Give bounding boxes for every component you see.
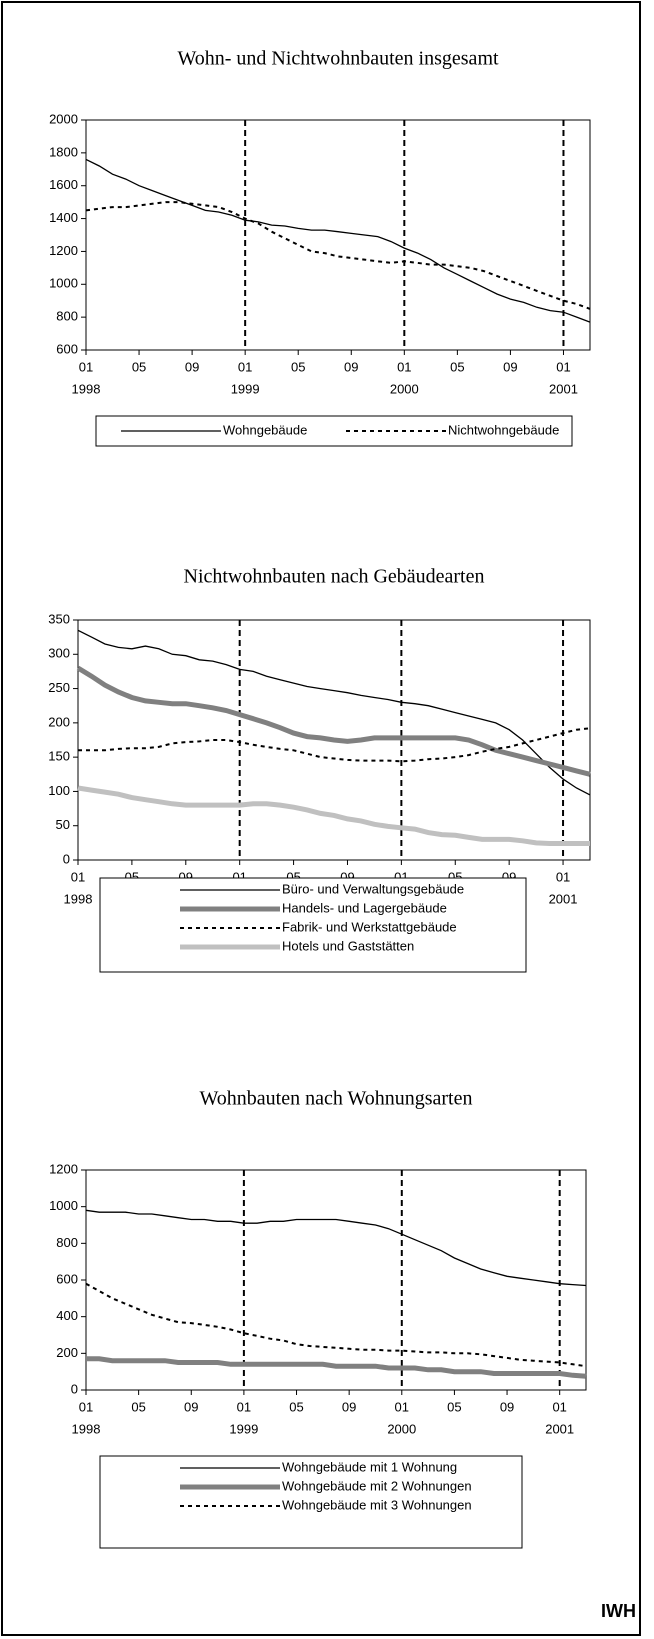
y-tick-label: 100 xyxy=(48,783,70,798)
year-label: 2000 xyxy=(390,381,419,396)
x-tick-label: 09 xyxy=(342,1399,356,1414)
legend-label: Wohngebäude mit 3 Wohnungen xyxy=(282,1497,472,1512)
y-tick-label: 1000 xyxy=(49,1198,78,1213)
y-tick-label: 1000 xyxy=(49,276,78,291)
x-tick-label: 01 xyxy=(552,1399,566,1414)
data-line xyxy=(78,727,591,763)
plot-frame xyxy=(85,1169,587,1391)
year-label: 1998 xyxy=(64,891,93,906)
x-tick-label: 01 xyxy=(71,869,85,884)
y-tick-label: 250 xyxy=(48,680,70,695)
data-line xyxy=(76,665,591,777)
data-line xyxy=(85,1209,587,1287)
year-label: 1998 xyxy=(72,381,101,396)
x-tick-label: 01 xyxy=(397,359,411,374)
x-tick-label: 09 xyxy=(185,359,199,374)
year-label: 2001 xyxy=(549,381,578,396)
y-tick-label: 800 xyxy=(56,1235,78,1250)
legend-label: Büro- und Verwaltungsgebäude xyxy=(282,881,464,896)
y-tick-label: 600 xyxy=(56,341,78,356)
y-tick-label: 1800 xyxy=(49,144,78,159)
legend-label: Nichtwohngebäude xyxy=(448,422,559,437)
plot-frame xyxy=(85,119,591,351)
legend-label: Wohngebäude mit 1 Wohnung xyxy=(282,1459,457,1474)
footer-logo: IWH xyxy=(601,1601,636,1621)
y-tick-label: 800 xyxy=(56,309,78,324)
y-tick-label: 600 xyxy=(56,1271,78,1286)
year-label: 1998 xyxy=(72,1421,101,1436)
y-tick-label: 1200 xyxy=(49,243,78,258)
y-tick-label: 0 xyxy=(71,1381,78,1396)
legend-label: Wohngebäude mit 2 Wohnungen xyxy=(282,1478,472,1493)
year-label: 2001 xyxy=(549,891,578,906)
x-tick-label: 01 xyxy=(556,869,570,884)
data-line xyxy=(86,1356,587,1379)
legend-label: Hotels und Gaststätten xyxy=(282,938,414,953)
x-tick-label: 09 xyxy=(184,1399,198,1414)
legend-label: Wohngebäude xyxy=(223,422,307,437)
data-line xyxy=(85,158,591,323)
chart-title: Wohn- und Nichtwohnbauten insgesamt xyxy=(177,48,499,70)
y-tick-label: 400 xyxy=(56,1308,78,1323)
legend-label: Handels- und Lagergebäude xyxy=(282,900,447,915)
plot-frame xyxy=(77,619,591,861)
y-tick-label: 200 xyxy=(48,714,70,729)
y-tick-label: 350 xyxy=(48,611,70,626)
x-tick-label: 01 xyxy=(238,359,252,374)
legend-box xyxy=(99,1455,523,1549)
data-line xyxy=(77,629,591,796)
x-tick-label: 01 xyxy=(79,359,93,374)
year-label: 1999 xyxy=(229,1421,258,1436)
y-tick-label: 1200 xyxy=(49,1161,78,1176)
y-tick-label: 200 xyxy=(56,1345,78,1360)
x-tick-label: 01 xyxy=(237,1399,251,1414)
y-tick-label: 300 xyxy=(48,646,70,661)
x-tick-label: 09 xyxy=(344,359,358,374)
y-tick-label: 50 xyxy=(56,817,70,832)
y-tick-label: 2000 xyxy=(49,111,78,126)
x-tick-label: 09 xyxy=(503,359,517,374)
x-tick-label: 05 xyxy=(450,359,464,374)
data-line xyxy=(85,1282,587,1368)
year-label: 1999 xyxy=(231,381,260,396)
data-line xyxy=(77,785,590,846)
x-tick-label: 05 xyxy=(447,1399,461,1414)
x-tick-label: 01 xyxy=(556,359,570,374)
year-label: 2001 xyxy=(545,1421,574,1436)
x-tick-label: 01 xyxy=(395,1399,409,1414)
chart-title: Wohnbauten nach Wohnungsarten xyxy=(199,1088,472,1110)
x-tick-label: 05 xyxy=(132,359,146,374)
x-tick-label: 05 xyxy=(289,1399,303,1414)
x-tick-label: 09 xyxy=(500,1399,514,1414)
x-tick-label: 05 xyxy=(291,359,305,374)
page-border xyxy=(1,1,641,1636)
y-tick-label: 0 xyxy=(63,851,70,866)
y-tick-label: 1600 xyxy=(49,177,78,192)
x-tick-label: 05 xyxy=(131,1399,145,1414)
y-tick-label: 150 xyxy=(48,749,70,764)
legend-label: Fabrik- und Werkstattgebäude xyxy=(282,919,457,934)
year-label: 2000 xyxy=(387,1421,416,1436)
x-tick-label: 01 xyxy=(79,1399,93,1414)
legend-box xyxy=(99,877,527,973)
y-tick-label: 1400 xyxy=(49,210,78,225)
data-line xyxy=(85,201,591,310)
chart-title: Nichtwohnbauten nach Gebäudearten xyxy=(184,566,485,588)
